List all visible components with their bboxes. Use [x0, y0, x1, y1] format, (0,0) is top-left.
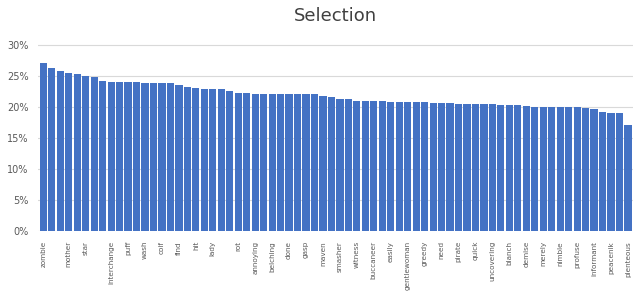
Bar	[573, 107, 580, 231]
Bar	[125, 82, 132, 231]
Bar	[82, 76, 90, 231]
Bar	[294, 94, 301, 231]
Bar	[158, 83, 166, 231]
Bar	[48, 67, 56, 231]
Bar	[455, 104, 462, 231]
Bar	[481, 104, 488, 231]
Bar	[40, 63, 47, 231]
Bar	[362, 100, 369, 231]
Bar	[421, 102, 428, 231]
Bar	[277, 94, 284, 231]
Bar	[285, 94, 292, 231]
Bar	[269, 94, 276, 231]
Bar	[353, 100, 360, 231]
Bar	[531, 107, 538, 231]
Bar	[303, 94, 310, 231]
Title: Selection: Selection	[294, 7, 377, 25]
Bar	[616, 113, 623, 231]
Bar	[74, 74, 81, 231]
Bar	[201, 89, 208, 231]
Bar	[523, 106, 530, 231]
Bar	[438, 103, 445, 231]
Bar	[91, 77, 98, 231]
Bar	[150, 83, 157, 231]
Bar	[319, 96, 326, 231]
Bar	[396, 102, 403, 231]
Bar	[226, 91, 234, 231]
Bar	[607, 113, 614, 231]
Bar	[591, 109, 598, 231]
Bar	[65, 72, 72, 231]
Bar	[218, 89, 225, 231]
Bar	[235, 93, 242, 231]
Bar	[413, 102, 420, 231]
Bar	[328, 97, 335, 231]
Bar	[133, 82, 140, 231]
Bar	[497, 105, 504, 231]
Bar	[167, 83, 174, 231]
Bar	[243, 93, 250, 231]
Bar	[379, 100, 386, 231]
Bar	[141, 83, 148, 231]
Bar	[311, 94, 318, 231]
Bar	[99, 80, 106, 231]
Bar	[345, 99, 352, 231]
Bar	[370, 100, 378, 231]
Bar	[116, 82, 124, 231]
Bar	[463, 104, 470, 231]
Bar	[514, 105, 522, 231]
Bar	[429, 103, 436, 231]
Bar	[404, 102, 412, 231]
Bar	[625, 125, 632, 231]
Bar	[336, 99, 344, 231]
Bar	[260, 94, 268, 231]
Bar	[387, 102, 394, 231]
Bar	[557, 107, 564, 231]
Bar	[209, 89, 216, 231]
Bar	[548, 107, 556, 231]
Bar	[506, 105, 513, 231]
Bar	[252, 94, 259, 231]
Bar	[192, 88, 200, 231]
Bar	[108, 82, 115, 231]
Bar	[540, 107, 547, 231]
Bar	[184, 87, 191, 231]
Bar	[472, 104, 479, 231]
Bar	[175, 85, 182, 231]
Bar	[489, 104, 496, 231]
Bar	[565, 107, 572, 231]
Bar	[599, 112, 606, 231]
Bar	[582, 108, 589, 231]
Bar	[57, 71, 64, 231]
Bar	[447, 103, 454, 231]
